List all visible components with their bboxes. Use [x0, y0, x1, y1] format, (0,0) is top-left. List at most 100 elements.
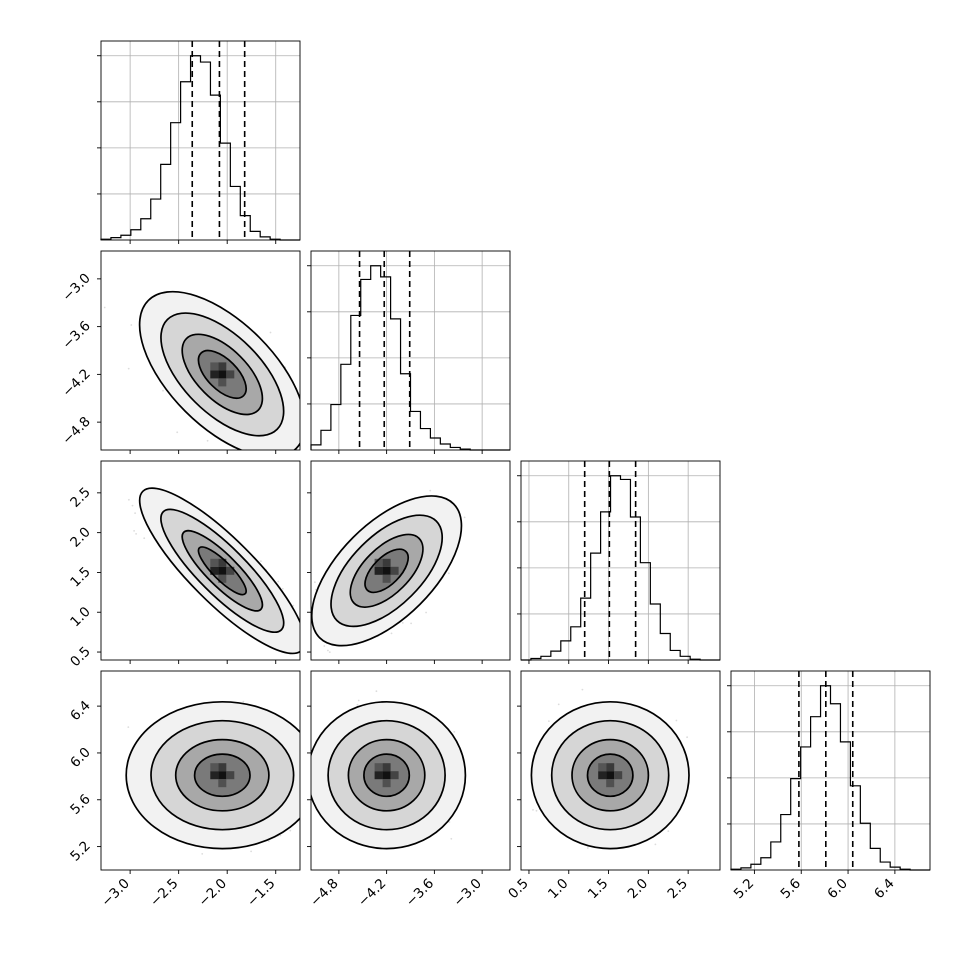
contour-line: [550, 719, 670, 831]
density-pixel: [374, 566, 383, 575]
scatter-point: [328, 651, 331, 653]
scatter-point: [281, 587, 284, 590]
density-pixel: [210, 771, 219, 780]
density-content: [311, 489, 466, 653]
peak-pixels: [374, 558, 399, 583]
density-pixel: [218, 378, 227, 387]
density-pixel: [218, 771, 227, 780]
density-pixel: [218, 558, 227, 567]
scatter-point: [206, 439, 209, 442]
x-tick-label: 5.6: [778, 876, 805, 903]
contour-line: [181, 529, 264, 612]
density-pixel: [218, 566, 227, 575]
scatter-point: [130, 324, 133, 326]
contour-line: [138, 290, 300, 450]
histogram-step-0: [100, 55, 300, 241]
scatter-point: [302, 619, 304, 621]
scatter-point: [654, 843, 657, 846]
scatter-point: [143, 537, 146, 540]
contour-line: [347, 738, 426, 812]
scatter-point: [308, 758, 310, 760]
scatter-point: [425, 611, 427, 614]
x-tick-label: −3.0: [98, 876, 132, 910]
y-tick-label: 1.5: [67, 564, 94, 591]
contour-line: [197, 349, 247, 400]
y-tick-label: −4.8: [59, 414, 93, 448]
panel-frame: [100, 250, 301, 451]
scatter-point: [463, 516, 466, 519]
scatter-point: [269, 331, 272, 334]
scatter-point: [401, 622, 404, 624]
x-tick-label: 5.2: [731, 876, 758, 903]
scatter-point: [133, 530, 136, 532]
density-pixel: [382, 763, 391, 772]
scatter-point: [135, 533, 138, 535]
scatter-point: [586, 847, 589, 849]
scatter-point: [309, 391, 311, 393]
y-tick-label: 6.0: [67, 744, 94, 771]
x-tick-label: −4.8: [307, 876, 341, 910]
density-pixel: [218, 370, 227, 379]
grid-lines: [311, 251, 510, 450]
density-pixel: [226, 771, 235, 780]
peak-pixels: [210, 558, 235, 583]
panel-frame: [310, 460, 511, 661]
density-panel-3-0: −3.0 −2.5 −2.0 −1.5 5.2 5.6 6.0 6.4: [67, 670, 310, 910]
contour-line: [138, 487, 300, 655]
density-pixel: [210, 763, 219, 772]
panel-frame: [100, 40, 301, 241]
density-pixel: [598, 771, 607, 780]
scatter-point: [289, 829, 292, 832]
histogram-panel-2: [517, 460, 721, 664]
scatter-point: [535, 809, 538, 812]
x-tick-label: 2.0: [625, 876, 652, 903]
density-pixel: [218, 362, 227, 371]
density-pixel: [382, 566, 391, 575]
x-tick-label: 2.5: [664, 876, 691, 903]
histogram-panel-3: 5.2 5.6 6.0 6.4: [727, 670, 931, 903]
scatter-point: [314, 581, 316, 584]
scatter-point: [127, 367, 130, 370]
scatter-point: [548, 720, 550, 722]
scatter-point: [557, 703, 560, 706]
histogram-step-1: [310, 265, 510, 451]
contour-line: [349, 533, 424, 608]
scatter-point: [250, 850, 253, 853]
density-pixel: [210, 566, 219, 575]
density-content: [103, 290, 311, 450]
x-tick-label: −2.0: [196, 876, 230, 910]
scatter-point: [686, 736, 688, 739]
x-tick-label: −1.5: [244, 876, 278, 910]
scatter-point: [304, 758, 306, 760]
panel-frame: [520, 460, 721, 661]
scatter-point: [450, 837, 453, 840]
density-pixel: [606, 779, 615, 788]
density-pixel: [218, 763, 227, 772]
scatter-point: [453, 731, 456, 733]
peak-pixels: [210, 362, 235, 387]
scatter-point: [675, 719, 678, 722]
scatter-point: [302, 427, 304, 429]
scatter-point: [327, 649, 329, 652]
contour-line: [571, 738, 650, 812]
panel-frame: [100, 670, 301, 871]
peak-pixels: [598, 763, 623, 788]
y-tick-label: 5.6: [67, 791, 94, 818]
scatter-point: [131, 504, 134, 507]
contour-line: [160, 508, 285, 634]
panel-frame: [730, 670, 931, 871]
contour-line: [364, 548, 410, 594]
x-tick-label: 6.4: [871, 876, 898, 903]
contour-line: [181, 333, 264, 416]
density-pixel: [390, 771, 399, 780]
density-pixel: [374, 763, 383, 772]
density-panel-3-2: 0.5 1.0 1.5 2.0 2.5: [505, 670, 721, 903]
density-pixel: [218, 574, 227, 583]
contour-line: [327, 719, 446, 831]
scatter-point: [306, 419, 308, 421]
density-pixel: [374, 771, 383, 780]
scatter-point: [301, 734, 303, 736]
density-pixel: [390, 566, 399, 575]
scatter-point: [279, 834, 282, 837]
